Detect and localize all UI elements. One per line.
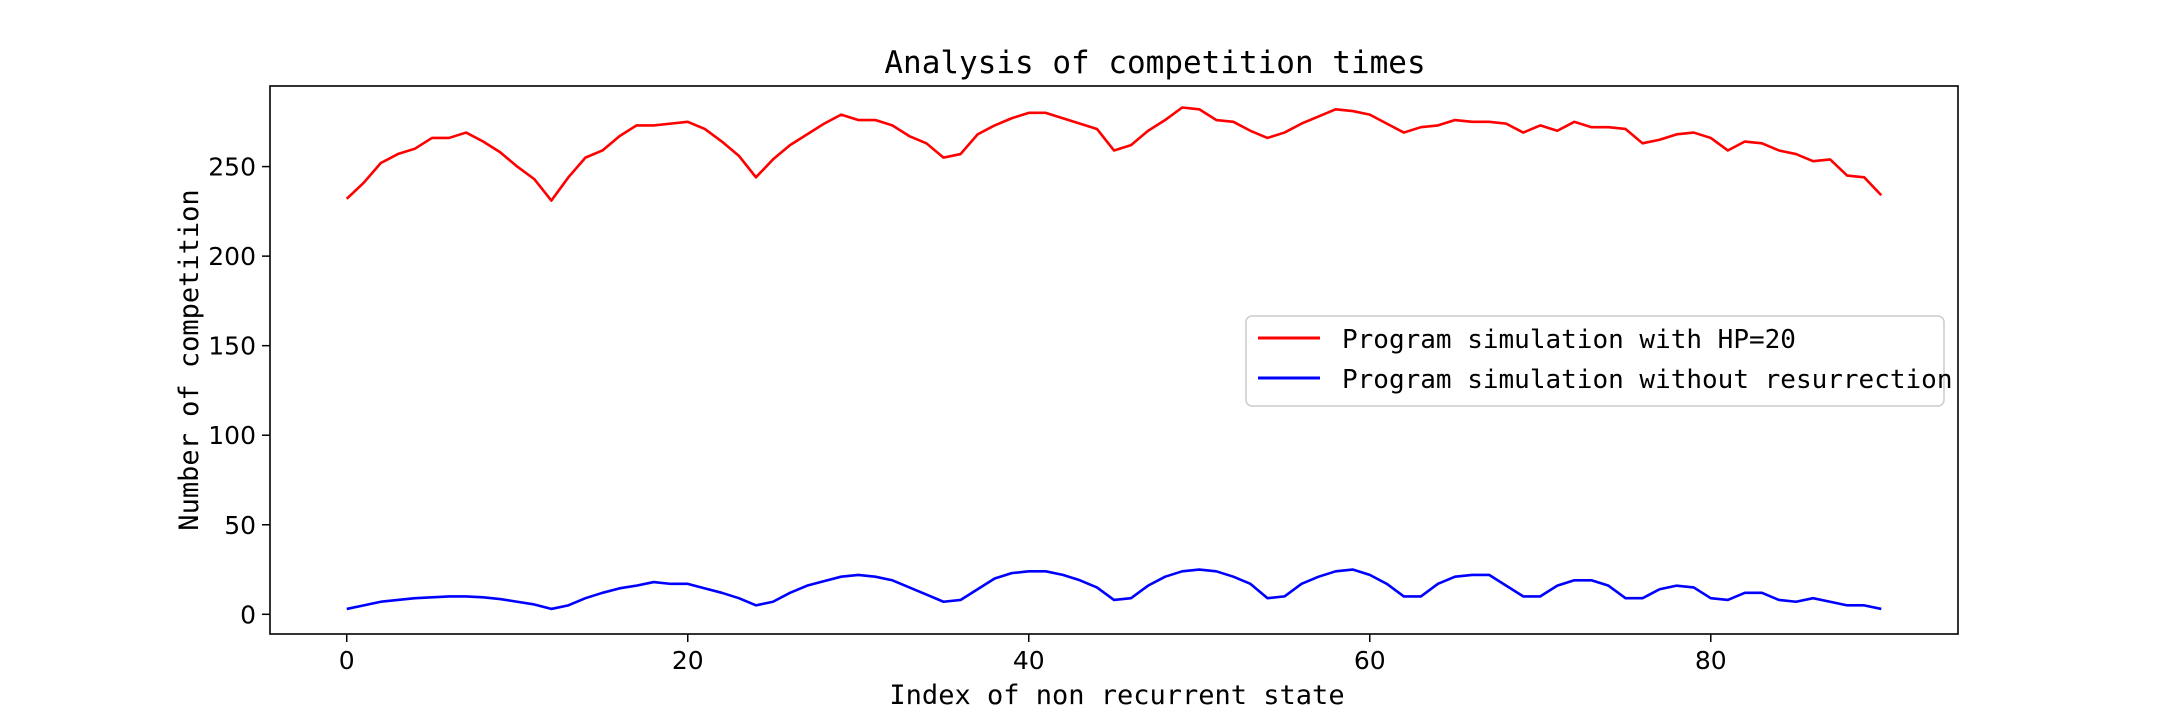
series-line-hp20 — [345, 106, 1883, 202]
y-tick-label: 150 — [208, 332, 256, 361]
y-tick-label: 200 — [208, 242, 256, 271]
x-tick-label: 60 — [1354, 646, 1386, 675]
plot-area-frame — [269, 85, 1959, 635]
y-tick-label: 50 — [224, 511, 256, 540]
x-tick-label: 20 — [672, 646, 704, 675]
x-tick-label: 80 — [1695, 646, 1727, 675]
legend: Program simulation with HP=20 Program si… — [1245, 315, 1952, 407]
x-axis: 0 20 40 60 80 — [339, 634, 1727, 675]
series-line-no-resurrection — [346, 568, 1882, 611]
series-lines — [345, 106, 1883, 611]
x-tick-label: 0 — [339, 646, 355, 675]
legend-label-no-resurrection: Program simulation without resurrection — [1342, 365, 1952, 395]
x-tick-label: 40 — [1013, 646, 1045, 675]
y-axis-label: Number of competition — [174, 189, 205, 530]
legend-box — [1245, 315, 1945, 407]
y-tick-label: 0 — [240, 600, 256, 629]
legend-label-hp20: Program simulation with HP=20 — [1342, 325, 1796, 355]
x-axis-label: Index of non recurrent state — [889, 680, 1344, 711]
y-axis: 0 50 100 150 200 250 — [208, 153, 270, 629]
chart-title: Analysis of competition times — [884, 45, 1425, 81]
y-tick-label: 100 — [208, 421, 256, 450]
y-tick-label: 250 — [208, 153, 256, 182]
